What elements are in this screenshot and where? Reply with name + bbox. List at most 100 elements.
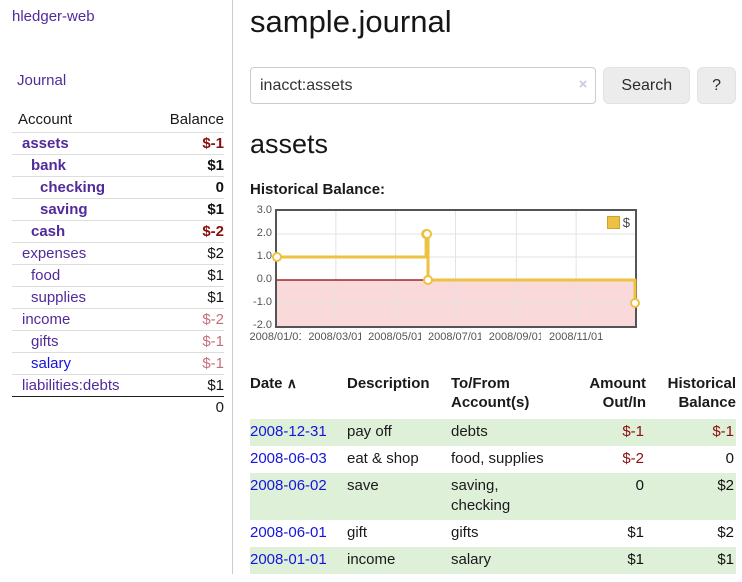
account-row: assets $-1	[12, 132, 224, 155]
search-form: × Search ?	[250, 67, 736, 104]
accounts-col-account: Account	[18, 111, 73, 128]
account-link[interactable]: assets	[22, 135, 69, 152]
account-balance: $-2	[147, 220, 224, 243]
account-link[interactable]: expenses	[22, 245, 87, 262]
transaction-date-link[interactable]: 2008-06-01	[250, 524, 327, 541]
account-balance: $-1	[147, 352, 224, 375]
account-balance: $1	[147, 374, 224, 397]
account-balance: $-1	[147, 132, 224, 155]
account-row: liabilities:debts $1	[12, 374, 224, 397]
transactions-header-row: Date ∧ Description To/From Account(s) Am…	[250, 372, 736, 419]
transaction-amount: 0	[635, 477, 644, 494]
col-tofrom-accounts: To/From Account(s)	[451, 375, 530, 411]
account-link[interactable]: salary	[31, 355, 72, 372]
transaction-date-link[interactable]: 2008-12-31	[250, 423, 327, 440]
transaction-balance: $-1	[712, 423, 734, 440]
transaction-balance: $1	[717, 551, 734, 568]
account-row: checking 0	[12, 176, 224, 199]
account-row: salary $-1	[12, 352, 224, 375]
account-link[interactable]: checking	[40, 179, 106, 196]
sidebar: hledger-web Journal Account Balance asse…	[0, 0, 233, 574]
account-row: saving $1	[12, 198, 224, 221]
transaction-amount: $-1	[622, 423, 644, 440]
transaction-row: 2008-06-01 gift gifts $1 $2	[250, 520, 736, 547]
y-axis-tick-label: 2.0	[256, 227, 272, 239]
account-balance: $1	[147, 286, 224, 309]
sort-asc-icon: ∧	[286, 375, 297, 391]
help-button[interactable]: ?	[697, 67, 736, 104]
transaction-date-link[interactable]: 2008-01-01	[250, 551, 327, 568]
account-balance: $2	[147, 242, 224, 265]
sidebar-item-journal[interactable]: Journal	[17, 72, 67, 89]
x-axis-tick-label: 2008/11/01	[541, 331, 612, 343]
account-row: supplies $1	[12, 286, 224, 309]
y-axis-tick-label: 1.0	[256, 250, 272, 262]
transactions-table: Date ∧ Description To/From Account(s) Am…	[250, 372, 736, 574]
transaction-balance: 0	[725, 450, 734, 467]
transaction-description: gift	[347, 524, 368, 541]
clear-search-icon[interactable]: ×	[578, 76, 588, 93]
y-axis-tick-label: -2.0	[253, 319, 272, 331]
account-row: income $-2	[12, 308, 224, 331]
chart-svg	[272, 211, 640, 326]
transaction-amount: $-2	[622, 450, 644, 467]
transaction-date-link[interactable]: 2008-06-02	[250, 477, 327, 494]
accounts-table: Account Balance assets $-1 bank $1 checking 0…	[12, 108, 224, 418]
transaction-date-link[interactable]: 2008-06-03	[250, 450, 327, 467]
transaction-row: 2008-12-31 pay off debts $-1 $-1	[250, 419, 736, 446]
accounts-col-balance: Balance	[169, 111, 224, 128]
search-button[interactable]: Search	[603, 67, 691, 104]
main-content: sample.journal × Search ? assets Histori…	[233, 0, 742, 574]
legend-label: $	[622, 215, 630, 230]
account-balance: $-1	[147, 330, 224, 353]
col-historical-balance: Historical Balance	[667, 375, 736, 411]
search-input[interactable]	[250, 67, 597, 104]
transaction-accounts: debts	[451, 423, 488, 440]
account-link[interactable]: bank	[31, 157, 67, 174]
brand-link[interactable]: hledger-web	[12, 8, 95, 25]
account-row: bank $1	[12, 154, 224, 177]
account-balance: $1	[147, 264, 224, 287]
transaction-description: pay off	[347, 423, 392, 440]
transaction-accounts: gifts	[451, 524, 479, 541]
transaction-description: income	[347, 551, 396, 568]
col-amount-outin: Amount Out/In	[589, 375, 646, 411]
transaction-row: 2008-06-02 save saving, checking 0 $2	[250, 473, 736, 520]
transaction-balance: $2	[717, 477, 734, 494]
account-row: expenses $2	[12, 242, 224, 265]
account-heading: assets	[250, 129, 329, 159]
accounts-total-value: 0	[147, 396, 224, 418]
historical-balance-chart: $ 3.0 2.0 1.0 0.0 -1.0 -2.0 2008/01/01 2008/03/…	[242, 204, 736, 347]
accounts-total-row: 0	[12, 396, 224, 418]
page-title: sample.journal	[250, 4, 452, 39]
account-link[interactable]: supplies	[31, 289, 87, 306]
account-balance: $-2	[147, 308, 224, 331]
y-axis-tick-label: -1.0	[253, 296, 272, 308]
transaction-description: eat & shop	[347, 450, 419, 467]
x-axis-tick-label: 2008/07/01	[420, 331, 491, 343]
transaction-description: save	[347, 477, 379, 494]
transaction-row: 2008-01-01 income salary $1 $1	[250, 547, 736, 574]
account-row: cash $-2	[12, 220, 224, 243]
account-link[interactable]: liabilities:debts	[22, 377, 120, 394]
legend-swatch-icon	[606, 216, 620, 229]
account-link[interactable]: gifts	[31, 333, 59, 350]
accounts-header-row: Account Balance	[12, 108, 224, 133]
transaction-accounts: salary	[451, 551, 492, 568]
account-balance: $1	[147, 198, 224, 221]
transaction-amount: $1	[627, 524, 644, 541]
account-link[interactable]: income	[22, 311, 71, 328]
account-link[interactable]: cash	[31, 223, 66, 240]
x-axis-tick-label: 2008/01/01	[242, 331, 312, 343]
transaction-amount: $1	[627, 551, 644, 568]
y-axis-tick-label: 3.0	[256, 204, 272, 216]
col-description: Description	[347, 375, 430, 392]
account-row: gifts $-1	[12, 330, 224, 353]
account-link[interactable]: saving	[40, 201, 88, 218]
x-axis-tick-label: 2008/03/01	[300, 331, 371, 343]
chart-plot-area: $	[272, 209, 640, 328]
chart-legend: $	[604, 215, 632, 230]
account-link[interactable]: food	[31, 267, 61, 284]
col-date[interactable]: Date ∧	[250, 375, 297, 392]
